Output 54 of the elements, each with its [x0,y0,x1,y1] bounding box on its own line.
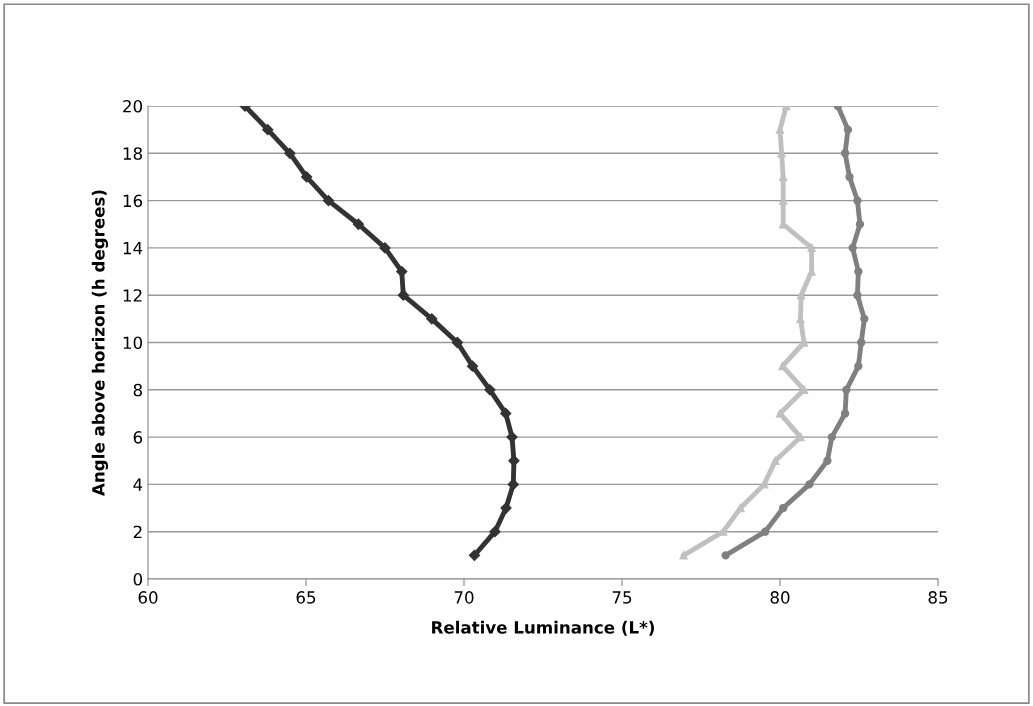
point [489,526,501,538]
point [848,243,857,253]
point [827,432,836,442]
point [843,125,853,134]
point [500,407,512,420]
y-tick-label: 20 [123,99,143,113]
y-tick-label: 6 [133,431,143,444]
y-tick-label: 18 [123,147,142,160]
point [721,551,730,560]
point [466,360,479,372]
point [842,385,851,394]
point [805,480,814,489]
point [840,409,850,418]
point [853,291,862,300]
y-tick-label: 12 [123,289,142,302]
y-tick-label: 2 [133,525,142,539]
y-tick-label: 10 [123,336,143,350]
point [840,149,850,158]
x-tick-label: 75 [612,591,632,604]
point [262,124,274,136]
point [760,527,770,536]
point [322,194,335,207]
point [823,456,832,465]
point [860,314,869,324]
point [854,267,863,276]
y-tick-label: 14 [123,242,143,255]
point [451,336,463,349]
point [855,220,865,229]
y-tick-label: 0 [133,572,143,586]
point [845,172,854,182]
x-axis-title: Relative Luminance (L*) [432,620,654,636]
y-tick-label: 4 [133,478,143,491]
point [284,147,296,159]
y-tick-label: 8 [133,383,142,397]
point [352,218,365,230]
point [484,384,496,396]
point [679,551,688,560]
x-tick-label: 85 [928,591,948,604]
point [853,196,862,205]
point [857,338,866,347]
point [379,242,391,254]
x-tick-label: 70 [454,591,474,604]
x-tick-label: 80 [770,591,790,604]
point [468,549,481,561]
point [771,456,780,465]
point [807,243,816,253]
point [854,361,863,371]
x-tick-label: 65 [296,591,316,604]
point [426,313,438,325]
y-axis-title: Angle above horizon (h degrees) [91,190,109,496]
point [301,171,313,183]
y-tick-label: 16 [123,194,143,208]
point [778,503,788,513]
x-tick-label: 60 [138,591,158,604]
